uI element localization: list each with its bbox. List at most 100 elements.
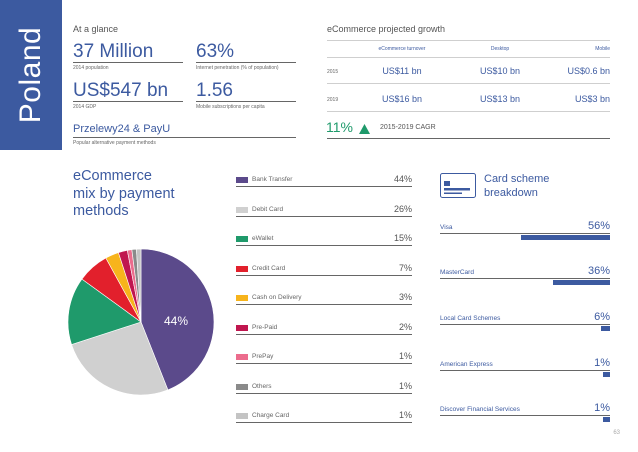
row-mobile: US$3 bn (574, 94, 610, 104)
row-turnover: US$11 bn (382, 66, 422, 76)
card-scheme-bar (603, 372, 610, 377)
row-desktop: US$13 bn (479, 94, 521, 104)
page-number: 63 (613, 430, 620, 436)
mobile-label: Mobile subscriptions per capita (196, 104, 265, 110)
legend-label: Others (252, 382, 272, 390)
card-scheme-value: 56% (587, 220, 610, 232)
mobile-value: 1.56 (196, 80, 233, 101)
mix-title-line: eCommerce (73, 168, 152, 184)
legend-swatch (236, 265, 248, 272)
payment-value: Przelewy24 & PayU (73, 123, 171, 135)
payment-label: Popular alternative payment methods (73, 140, 156, 146)
header-turnover: eCommerce turnover (378, 46, 426, 52)
legend-swatch (236, 324, 248, 331)
legend-value: 44% (393, 174, 412, 184)
divider (73, 62, 183, 63)
growth-title: eCommerce projected growth (327, 24, 446, 34)
legend-divider (236, 245, 412, 246)
card-title-line: breakdown (484, 187, 538, 199)
legend-label: eWallet (252, 235, 274, 242)
cagr-value: 11% (326, 119, 353, 135)
penetration-value: 63% (196, 41, 235, 62)
card-scheme-bar (553, 280, 610, 285)
legend-swatch (236, 236, 248, 242)
divider (196, 62, 296, 63)
card-scheme-value: 36% (587, 265, 610, 277)
gdp-value: US$547 bn (73, 80, 169, 101)
legend-divider (236, 392, 412, 394)
legend-label: Charge Card (252, 412, 290, 419)
card-scheme-divider (440, 324, 610, 325)
legend-divider (236, 363, 412, 364)
card-scheme-label: MasterCard (440, 269, 474, 276)
legend-value: 3% (398, 292, 412, 302)
mix-title: eCommerce mix by payment methods (73, 168, 175, 221)
legend-swatch (236, 383, 248, 390)
legend-value: 7% (398, 262, 412, 273)
header-mobile: Mobile (595, 46, 610, 52)
pie-slice (67, 278, 142, 345)
legend-value: 1% (398, 410, 412, 420)
legend-label: Debit Card (252, 205, 284, 213)
card-scheme-value: 1% (594, 402, 610, 414)
card-scheme-divider (440, 415, 610, 416)
card-scheme-label: Visa (440, 224, 453, 231)
pie-slice-label: 44% (164, 314, 189, 328)
card-scheme-bar (521, 235, 610, 240)
card-scheme-divider (440, 278, 610, 279)
legend-label: Pre-Paid (252, 323, 278, 331)
row-turnover: US$16 bn (381, 94, 423, 104)
card-title: Card scheme breakdown (484, 172, 549, 200)
row-year: 2019 (327, 97, 339, 103)
legend-swatch (236, 295, 248, 301)
card-scheme-label: Discover Financial Services (440, 406, 520, 413)
legend-divider (236, 274, 412, 276)
header-desktop: Desktop (490, 46, 510, 52)
legend-value: 2% (398, 321, 412, 332)
card-scheme-divider (440, 370, 610, 371)
payment-mix-pie-chart (67, 248, 215, 396)
legend-swatch (236, 177, 248, 183)
legend-divider (236, 304, 412, 305)
legend-divider (236, 422, 412, 423)
card-scheme-label: American Express (440, 361, 493, 368)
divider (327, 57, 610, 58)
credit-card-icon (440, 173, 476, 198)
divider (327, 138, 610, 139)
card-scheme-bar (603, 417, 610, 422)
legend-label: Cash on Delivery (252, 294, 302, 301)
divider (73, 101, 183, 102)
card-scheme-divider (440, 233, 610, 234)
divider (327, 111, 610, 112)
row-year: 2015 (327, 69, 339, 75)
legend-swatch (236, 354, 248, 360)
divider (196, 101, 296, 102)
pie-slice (136, 248, 142, 323)
legend-value: 1% (398, 380, 412, 391)
country-banner: Poland (0, 0, 62, 150)
legend-swatch (236, 206, 248, 213)
gdp-label: 2014 GDP (73, 104, 97, 110)
divider (327, 40, 610, 41)
card-scheme-label: Local Card Schemes (440, 315, 501, 322)
legend-divider (236, 333, 412, 335)
row-mobile: US$0.6 bn (567, 66, 610, 76)
legend-divider (236, 186, 412, 187)
country-name: Poland (14, 26, 47, 124)
legend-label: Credit Card (252, 264, 286, 272)
legend-value: 26% (393, 203, 412, 214)
legend-label: Bank Transfer (252, 176, 293, 183)
card-title-line: Card scheme (484, 173, 550, 185)
legend-divider (236, 215, 412, 217)
legend-swatch (236, 413, 248, 419)
legend-value: 15% (393, 233, 412, 243)
row-desktop: US$10 bn (479, 66, 521, 76)
cagr-label: 2015-2019 CAGR (380, 124, 436, 131)
divider (327, 83, 610, 84)
card-scheme-value: 1% (594, 357, 610, 369)
up-arrow-icon (359, 124, 370, 134)
population-label: 2014 population (73, 65, 109, 71)
mix-title-line: mix by payment (73, 185, 175, 202)
pie-slice (140, 248, 215, 391)
legend-label: PrePay (252, 353, 274, 360)
